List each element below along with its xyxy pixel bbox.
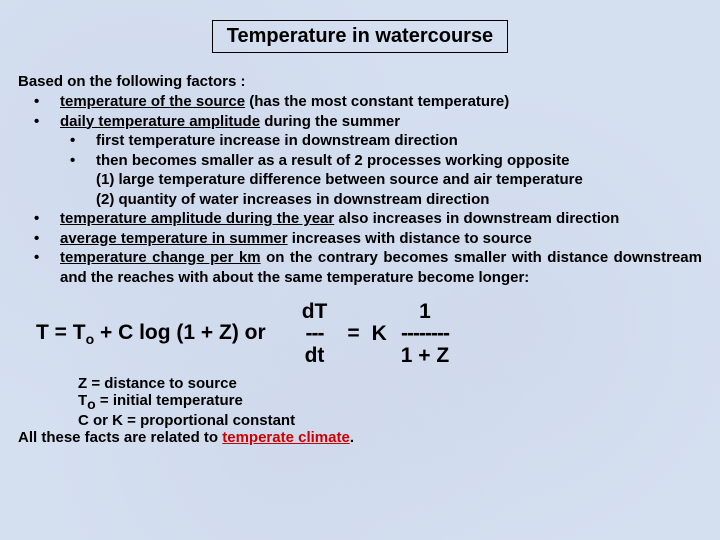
bullet-sub-line: (2) quantity of water increases in downs… bbox=[18, 190, 702, 210]
intro-text: Based on the following factors : bbox=[18, 73, 702, 90]
bullet-underline: average temperature in summer bbox=[60, 230, 288, 247]
note-line: Z = distance to source bbox=[18, 375, 702, 392]
bullet-dot-icon: • bbox=[34, 209, 60, 229]
bullet-underline: temperature amplitude during the year bbox=[60, 210, 334, 227]
note-final: All these facts are related to temperate… bbox=[18, 429, 702, 446]
bullet-text: increases with distance to source bbox=[288, 230, 532, 247]
bullet-dot-icon: • bbox=[34, 92, 60, 112]
eq-text: + C log (1 + Z) or bbox=[94, 321, 266, 344]
bullet-item: •daily temperature amplitude during the … bbox=[18, 112, 702, 132]
bullet-item: •average temperature in summer increases… bbox=[18, 229, 702, 249]
note-text: = initial temperature bbox=[96, 392, 243, 409]
notes-block: Z = distance to source To = initial temp… bbox=[18, 375, 702, 446]
bullet-item: •temperature amplitude during the year a… bbox=[18, 209, 702, 229]
bullet-item: •temperature of the source (has the most… bbox=[18, 92, 702, 112]
note-line: C or K = proportional constant bbox=[18, 412, 702, 429]
frac-denominator: 1 + Z bbox=[401, 345, 449, 367]
equation: T = To + C log (1 + Z) or dT --- dt = K … bbox=[36, 301, 702, 367]
bullet-underline: temperature change per km bbox=[60, 249, 261, 266]
frac-line: -------- bbox=[401, 323, 449, 345]
fraction: dT --- dt bbox=[302, 301, 328, 367]
bullet-underline: daily temperature amplitude bbox=[60, 113, 260, 130]
bullet-dot-icon: • bbox=[70, 131, 96, 151]
bullet-dot-icon: • bbox=[34, 229, 60, 249]
fraction: 1 -------- 1 + Z bbox=[401, 301, 449, 367]
frac-line: --- bbox=[306, 323, 324, 345]
equation-right: dT --- dt = K 1 -------- 1 + Z bbox=[294, 301, 458, 367]
bullet-underline: temperature of the source bbox=[60, 93, 245, 110]
frac-denominator: dt bbox=[305, 345, 325, 367]
bullet-sub-line: (1) large temperature difference between… bbox=[18, 170, 702, 190]
bullet-list: •temperature of the source (has the most… bbox=[18, 92, 702, 287]
title-container: Temperature in watercourse bbox=[18, 20, 702, 53]
bullet-text: during the summer bbox=[260, 113, 400, 130]
note-text: . bbox=[350, 429, 354, 446]
note-line: To = initial temperature bbox=[18, 392, 702, 412]
bullet-sub-item: •then becomes smaller as a result of 2 p… bbox=[18, 151, 702, 171]
note-subscript: o bbox=[87, 396, 96, 412]
bullet-text: (has the most constant temperature) bbox=[245, 93, 509, 110]
page-title: Temperature in watercourse bbox=[212, 20, 508, 53]
eq-k: K bbox=[372, 322, 387, 346]
equation-left: T = To + C log (1 + Z) or bbox=[36, 321, 266, 347]
bullet-dot-icon: • bbox=[34, 248, 60, 268]
bullet-dot-icon: • bbox=[34, 112, 60, 132]
bullet-text: first temperature increase in downstream… bbox=[96, 132, 458, 149]
frac-numerator: dT bbox=[302, 301, 328, 323]
note-text: T bbox=[78, 392, 87, 409]
bullet-dot-icon: • bbox=[70, 151, 96, 171]
bullet-sub-item: •first temperature increase in downstrea… bbox=[18, 131, 702, 151]
bullet-item: •temperature change per km on the contra… bbox=[18, 248, 702, 287]
eq-text: T = T bbox=[36, 321, 86, 344]
bullet-text: also increases in downstream direction bbox=[334, 210, 619, 227]
eq-subscript: o bbox=[86, 331, 95, 347]
bullet-text: then becomes smaller as a result of 2 pr… bbox=[96, 152, 570, 169]
eq-equals: = bbox=[347, 322, 359, 346]
note-text: All these facts are related to bbox=[18, 429, 222, 446]
frac-numerator: 1 bbox=[419, 301, 431, 323]
note-highlight: temperate climate bbox=[222, 429, 350, 446]
